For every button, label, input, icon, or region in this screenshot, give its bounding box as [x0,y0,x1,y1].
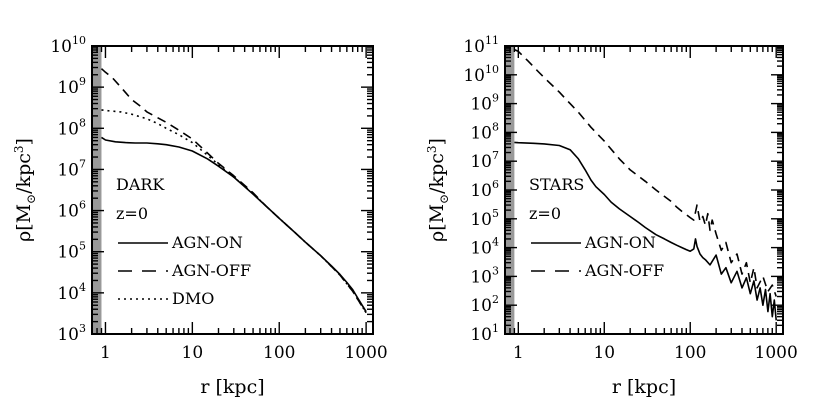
legend-label: AGN-OFF [171,261,251,280]
y-tick-label: 108 [470,120,499,143]
series-agn-on-line [101,136,367,313]
y-axis-label: ρ[M⊙/kpc3] [12,138,38,242]
legend-label: AGN-OFF [584,261,664,280]
series-agn-off-line [100,68,367,314]
y-axis-label: ρ[M⊙/kpc3] [425,138,451,242]
x-tick-label: 10 [182,343,204,363]
y-tick-label: 105 [57,240,86,263]
x-tick-label: 100 [674,343,706,363]
panel-1: 1 10 100 1000 103 104 105 106 107 108 109 1010 r [kp… [12,34,388,398]
legend-label: AGN-ON [584,233,656,252]
x-tick-label: 1 [513,343,524,363]
y-tick-label: 102 [470,293,499,316]
y-tick-label: 108 [57,116,86,139]
y-tick-label: 109 [57,75,86,98]
y-tick-label: 1010 [50,34,86,57]
y-tick-label: 106 [57,199,86,222]
y-tick-label: 103 [57,322,86,345]
y-tick-label: 107 [57,157,86,180]
series-dmo-line [101,109,367,314]
legend-label: DMO [172,289,214,308]
y-tick-label: 105 [470,207,499,230]
component-annotation: DARK [116,175,165,194]
y-tick-label: 1011 [463,34,499,57]
y-tick-label: 104 [470,236,499,259]
y-tick-label: 106 [470,178,499,201]
y-tick-label: 103 [470,264,499,287]
y-tick-label: 109 [470,92,499,115]
redshift-annotation: z=0 [529,204,561,223]
x-tick-label: 1000 [344,343,387,363]
x-tick-label: 100 [263,343,295,363]
x-axis-label: r [kpc] [200,376,264,398]
x-tick-label: 1000 [755,343,798,363]
series-agn-on-line [514,141,777,321]
x-axis-label: r [kpc] [612,376,676,398]
legend-label: AGN-ON [171,233,243,252]
y-tick-label: 104 [57,281,86,304]
x-tick-label: 1 [100,343,111,363]
redshift-annotation: z=0 [116,204,148,223]
y-tick-label: 107 [470,149,499,172]
resolution-shade [92,46,102,334]
component-annotation: STARS [529,175,584,194]
y-tick-label: 1010 [463,63,499,86]
plot-frame [91,45,374,335]
y-tick-label: 101 [470,322,499,345]
x-tick-label: 10 [593,343,615,363]
series-agn-off-line [514,48,777,297]
panel-2: 1 10 100 1000 101 102 103 104 105 106 107 108 109 101… [425,34,798,398]
